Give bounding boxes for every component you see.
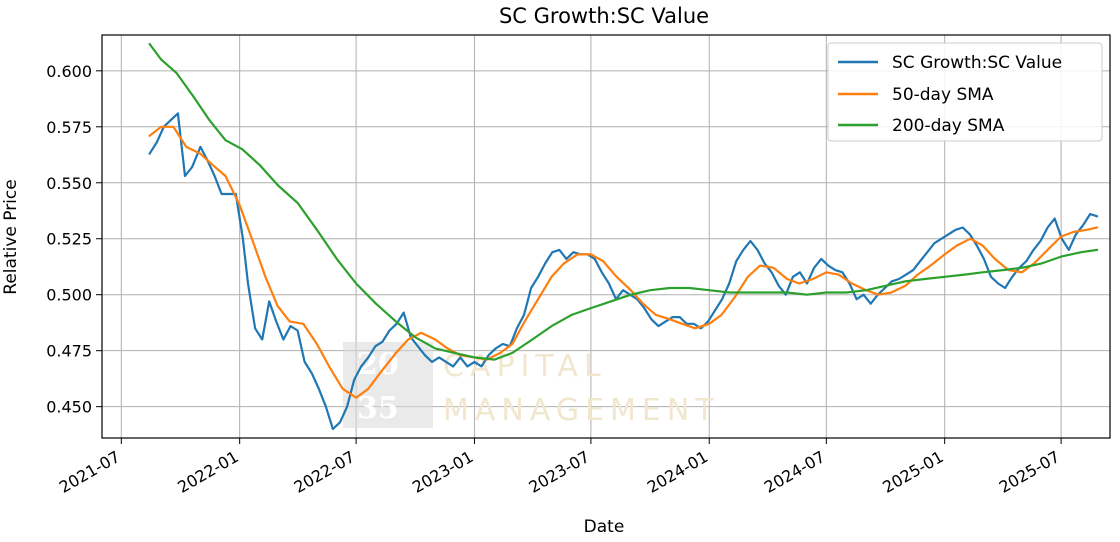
y-tick-label: 0.575 xyxy=(46,118,92,137)
y-tick-label: 0.475 xyxy=(46,342,92,361)
legend: SC Growth:SC Value 50-day SMA 200-day SM… xyxy=(827,42,1103,142)
legend-label-50-day-sma: 50-day SMA xyxy=(892,85,994,105)
legend-label-200-day-sma: 200-day SMA xyxy=(892,116,1005,136)
legend-box xyxy=(827,42,1103,142)
x-axis: 2021-07 2022-01 2022-07 2023-01 2023-07 2024-… xyxy=(56,438,1063,497)
y-axis: 0.450 0.475 0.500 0.525 0.550 0.575 0.600 xyxy=(46,62,102,417)
series-line-sc-growth-sc-value xyxy=(148,112,1099,431)
x-tick-label: 2025-01 xyxy=(879,447,946,497)
y-axis-label: Relative Price xyxy=(1,179,21,294)
x-tick-label: 2022-07 xyxy=(291,447,358,497)
x-tick-label: 2025-07 xyxy=(996,447,1063,497)
y-tick-label: 0.525 xyxy=(46,230,92,249)
watermark-number-bottom: 35 xyxy=(357,391,399,426)
series-line-200-day-sma xyxy=(148,42,1099,361)
chart-title: SC Growth:SC Value xyxy=(499,4,709,28)
watermark-box xyxy=(343,342,433,428)
y-tick-label: 0.450 xyxy=(46,398,92,417)
x-tick-label: 2024-01 xyxy=(644,447,711,497)
series-layer xyxy=(148,42,1099,431)
plot-frame xyxy=(101,34,1111,439)
watermark: 20 35 CAPITAL MANAGEMENT xyxy=(343,342,720,428)
watermark-text-management: MANAGEMENT xyxy=(443,393,720,428)
x-tick-label: 2023-01 xyxy=(409,447,476,497)
y-tick-label: 0.550 xyxy=(46,174,92,193)
legend-label-growth-value: SC Growth:SC Value xyxy=(892,53,1062,73)
x-axis-label: Date xyxy=(584,517,625,537)
x-tick-label: 2021-07 xyxy=(56,447,123,497)
x-tick-label: 2023-07 xyxy=(525,447,592,497)
series-line-50-day-sma xyxy=(148,125,1099,399)
x-tick-label: 2022-01 xyxy=(174,447,241,497)
y-tick-label: 0.600 xyxy=(46,62,92,81)
y-tick-label: 0.500 xyxy=(46,286,92,305)
x-tick-label: 2024-07 xyxy=(761,447,828,497)
